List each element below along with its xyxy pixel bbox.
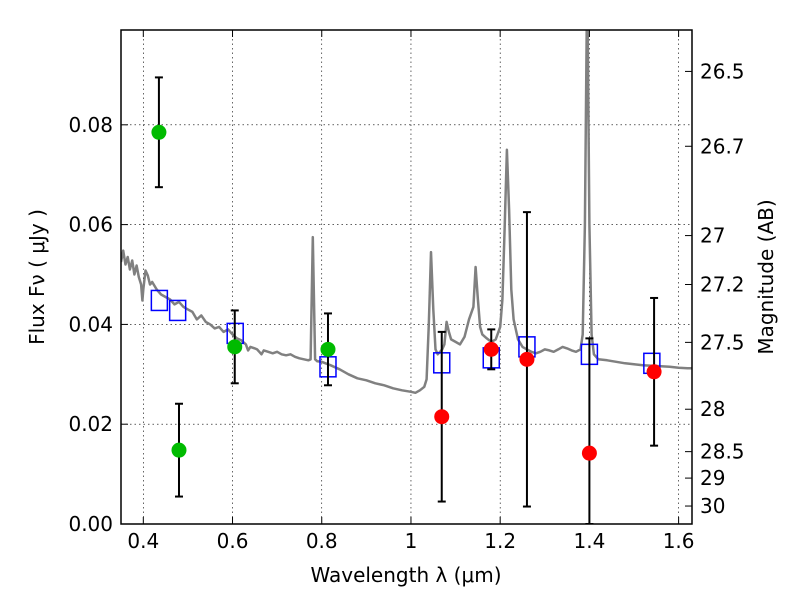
right-tick-label: 28 [700,397,725,421]
right-tick-label: 26.5 [700,59,745,83]
y-axis-label: Flux Fν ( μJy ) [25,209,49,345]
plot-frame [120,29,693,525]
x-axis-label: Wavelength λ (μm) [310,563,501,587]
observed-flux-point [434,409,450,425]
right-tick-label: 26.7 [700,134,745,158]
x-tick-label: 1.4 [573,529,605,553]
y-tick-label: 0.00 [68,512,113,536]
x-tick-label: 0.8 [306,529,338,553]
observed-flux-point [646,364,662,380]
model-photometry-square [150,289,169,312]
observed-flux-point [227,339,243,355]
y-tick-label: 0.02 [68,412,113,436]
observed-flux-point [151,124,167,140]
y-tick-label: 0.04 [68,312,113,336]
x-tick-label: 0.4 [127,529,159,553]
right-tick-label: 30 [700,494,725,518]
right-tick-label: 29 [700,466,725,490]
data-layer [121,30,692,524]
x-tick-label: 1.2 [484,529,516,553]
x-tick-label: 1.6 [663,529,695,553]
y-tick-label: 0.06 [68,213,113,237]
right-tick-label: 28.5 [700,440,745,464]
observed-flux-point [483,341,499,357]
observed-flux-point [171,442,187,458]
right-axis-label: Magnitude (AB) [754,199,778,354]
tick-layer: 0.4 0.6 0.8 1 1.2 1.4 1.6 0.00 0.02 0.04 0.06 0.08 2… [68,30,745,553]
x-tick-label: 0.6 [217,529,249,553]
observed-flux-point [320,341,336,357]
x-tick-label: 1 [405,529,418,553]
y-tick-label: 0.08 [68,113,113,137]
right-tick-label: 27 [700,224,725,248]
right-tick-label: 27.5 [700,330,745,354]
observed-flux-point [519,351,535,367]
model-photometry-square [168,299,187,322]
right-tick-label: 27.2 [700,272,745,296]
observed-flux-point [581,445,597,461]
